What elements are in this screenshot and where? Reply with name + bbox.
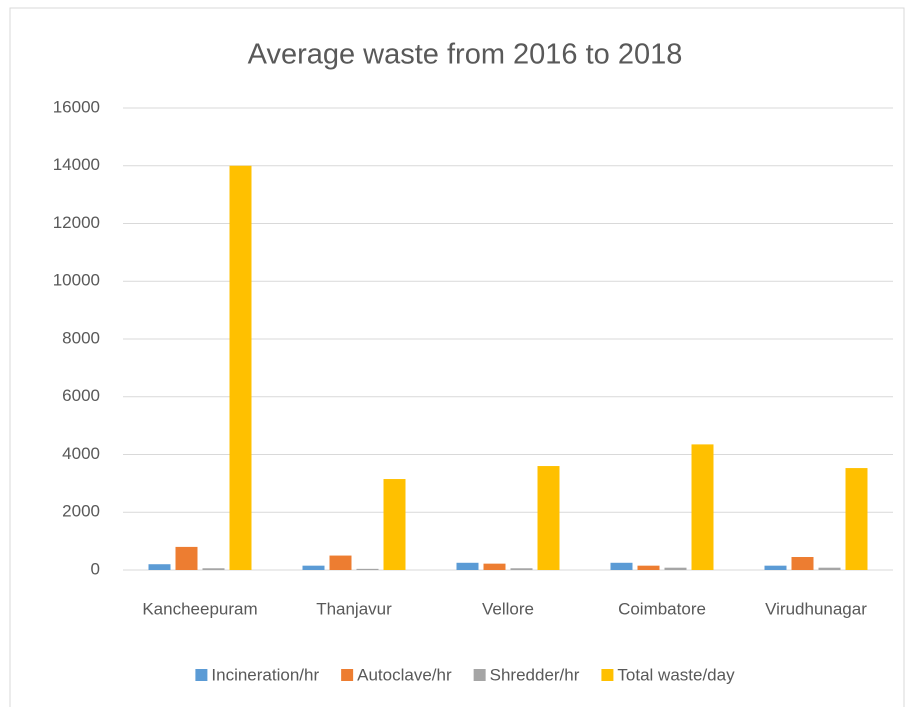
bar <box>664 567 687 570</box>
bar <box>537 466 560 570</box>
legend-swatch <box>195 669 208 681</box>
bar <box>329 555 352 570</box>
chart-title: Average waste from 2016 to 2018 <box>248 39 683 71</box>
bar <box>845 468 868 570</box>
legend-label: Total waste/day <box>617 665 735 684</box>
x-tick-label: Virudhunagar <box>765 599 867 618</box>
bar <box>356 568 379 570</box>
y-tick-label: 14000 <box>53 155 100 174</box>
y-tick-label: 6000 <box>62 386 100 405</box>
bar <box>483 563 506 570</box>
bar <box>691 444 714 570</box>
x-tick-label: Kancheepuram <box>142 599 257 618</box>
legend-swatch <box>341 669 354 681</box>
bar <box>229 165 252 570</box>
legend-label: Incineration/hr <box>211 665 319 684</box>
legend-swatch <box>601 669 614 681</box>
x-tick-label: Coimbatore <box>618 599 706 618</box>
y-tick-label: 16000 <box>53 97 100 116</box>
bar <box>637 565 660 570</box>
y-tick-label: 10000 <box>53 271 100 290</box>
y-tick-label: 12000 <box>53 213 100 232</box>
legend-label: Shredder/hr <box>490 665 580 684</box>
bar <box>175 546 198 570</box>
legend-swatch <box>473 669 486 681</box>
bar <box>383 479 406 570</box>
bar <box>456 562 479 570</box>
legend-label: Autoclave/hr <box>357 665 452 684</box>
x-tick-label: Thanjavur <box>316 599 392 618</box>
bar <box>302 565 325 570</box>
bar <box>764 565 787 570</box>
y-tick-label: 0 <box>91 559 100 578</box>
bar <box>202 568 225 570</box>
y-tick-label: 2000 <box>62 502 100 521</box>
bar <box>610 562 633 570</box>
bar <box>148 564 171 570</box>
y-tick-label: 4000 <box>62 444 100 463</box>
y-tick-label: 8000 <box>62 328 100 347</box>
bar <box>510 568 533 570</box>
x-tick-label: Vellore <box>482 599 534 618</box>
chart-frame <box>9 7 905 707</box>
bar <box>791 557 814 570</box>
bar <box>818 567 841 570</box>
